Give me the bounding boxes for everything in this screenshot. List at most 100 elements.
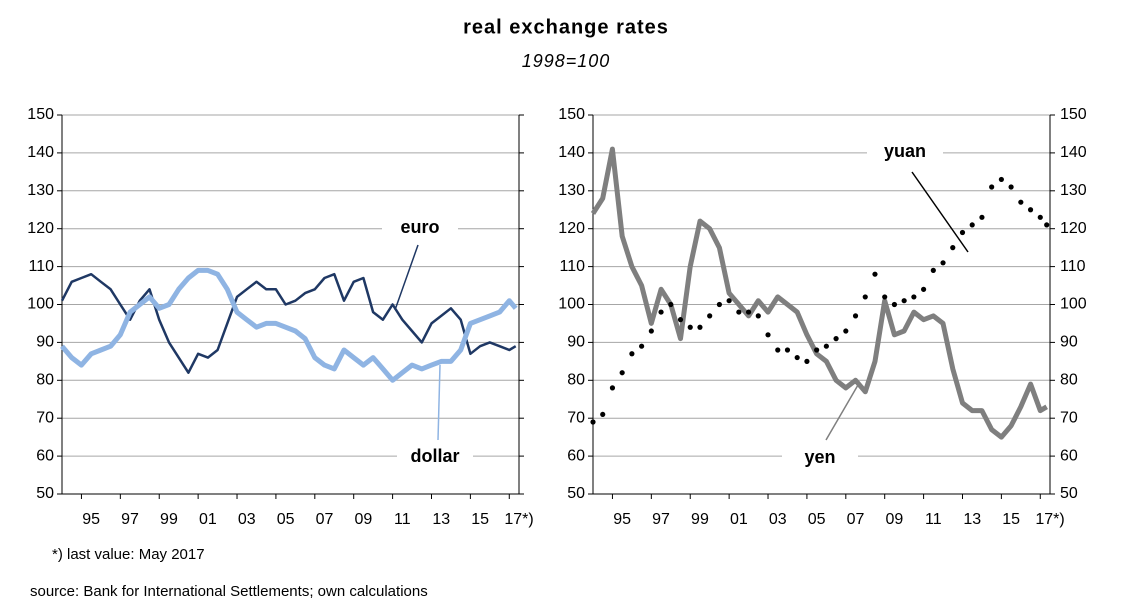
yuan-dot [950,245,956,251]
y-tick-label: 100 [558,296,585,313]
yuan-dot [677,317,684,323]
yuan-dot [920,286,927,292]
yuan-dot [882,294,888,300]
y-tick-label: 90 [36,334,54,351]
x-tick-label: 03 [238,511,256,528]
yuan-dot [707,313,713,319]
label-bg [382,216,458,240]
yuan-dot [619,370,625,376]
label-bg [782,446,858,470]
y-tick-label: 120 [558,220,585,237]
x-tick-label: 97 [652,511,670,528]
y-tick-label: 50 [567,485,585,502]
yuan-dot [658,309,664,315]
yuan-dot [911,294,917,300]
yuan-dot [989,184,995,190]
y-tick-label: 90 [567,334,585,351]
yuan-dot [697,324,703,330]
source: source: Bank for International Settlemen… [30,583,428,600]
y-tick-label: 150 [27,106,54,123]
yuan-dot [1008,184,1014,190]
yuan-dot [687,324,693,330]
label-bg [867,140,943,164]
x-tick-label: 05 [808,511,826,528]
yuan-dot [1027,207,1034,213]
leader-line [437,364,441,441]
y-tick-label: 150 [1060,106,1087,123]
y-tick-label: 100 [27,296,54,313]
yuan-dot [969,222,975,228]
yuan-dot [959,229,966,236]
series-line [590,146,1048,440]
y-tick-label: 130 [1060,182,1087,199]
y-tick-label: 140 [1060,144,1087,161]
yuan-dot [998,176,1004,183]
yuan-dot [745,309,752,315]
series-line [60,272,517,374]
x-tick-label: 09 [355,511,373,528]
yuan-dot [823,343,829,349]
y-tick-label: 70 [36,409,54,426]
label-bg [397,445,473,469]
y-tick-label: 60 [567,447,585,464]
y-tick-label: 80 [567,372,585,389]
x-tick-label: 11 [925,511,942,528]
yuan-dot [979,214,985,220]
yuan-dot [600,411,606,418]
x-tick-label: 97 [121,511,139,528]
yuan-dot [901,298,907,304]
x-tick-label: 01 [199,511,217,528]
yuan-dot [775,347,781,353]
x-tick-label: 03 [769,511,787,528]
chart-title: real exchange rates [463,16,669,38]
x-tick-label: 13 [963,511,981,528]
leader-line [911,171,969,253]
x-tick-label: 13 [432,511,450,528]
y-tick-label: 70 [1060,409,1078,426]
y-tick-label: 80 [1060,372,1078,389]
y-tick-label: 110 [1060,258,1086,275]
y-tick-label: 60 [1060,447,1078,464]
y-tick-label: 100 [1060,296,1087,313]
yuan-dot [609,385,616,391]
x-tick-label: 17*) [504,511,533,528]
series-label: yuan [884,141,926,161]
x-tick-label: 11 [394,511,411,528]
series-line [60,267,518,383]
x-tick-label: 15 [471,511,489,528]
y-tick-label: 110 [28,258,54,275]
y-tick-label: 150 [558,106,585,123]
yuan-dot [843,328,849,334]
y-tick-label: 120 [1060,220,1087,237]
y-tick-label: 50 [36,485,54,502]
yuan-dot [716,301,723,308]
leader-line [825,384,859,441]
yuan-dot [940,260,946,266]
yuan-dot [1037,214,1043,220]
y-tick-label: 60 [36,447,54,464]
x-tick-label: 95 [613,511,631,528]
series-label: euro [400,217,439,237]
x-tick-label: 15 [1002,511,1020,528]
y-tick-label: 70 [567,409,585,426]
yuan-dot [930,267,936,273]
y-tick-label: 50 [1060,485,1078,502]
x-tick-label: 07 [316,511,334,528]
y-tick-label: 130 [558,182,585,199]
yuan-dot [891,301,898,308]
x-tick-label: 05 [277,511,295,528]
yuan-dot [784,347,791,353]
yuan-dot [590,419,596,425]
yuan-dot [852,313,859,319]
y-tick-label: 90 [1060,334,1078,351]
y-tick-label: 140 [558,144,585,161]
x-tick-label: 99 [160,511,178,528]
yuan-dot [765,332,771,338]
leader-line [394,244,419,311]
yuan-dot [1018,199,1024,205]
yuan-dot [629,351,635,357]
yuan-dot [668,301,674,308]
x-tick-label: 17*) [1035,511,1064,528]
yuan-dot [794,354,800,361]
yuan-dot [1044,222,1050,228]
